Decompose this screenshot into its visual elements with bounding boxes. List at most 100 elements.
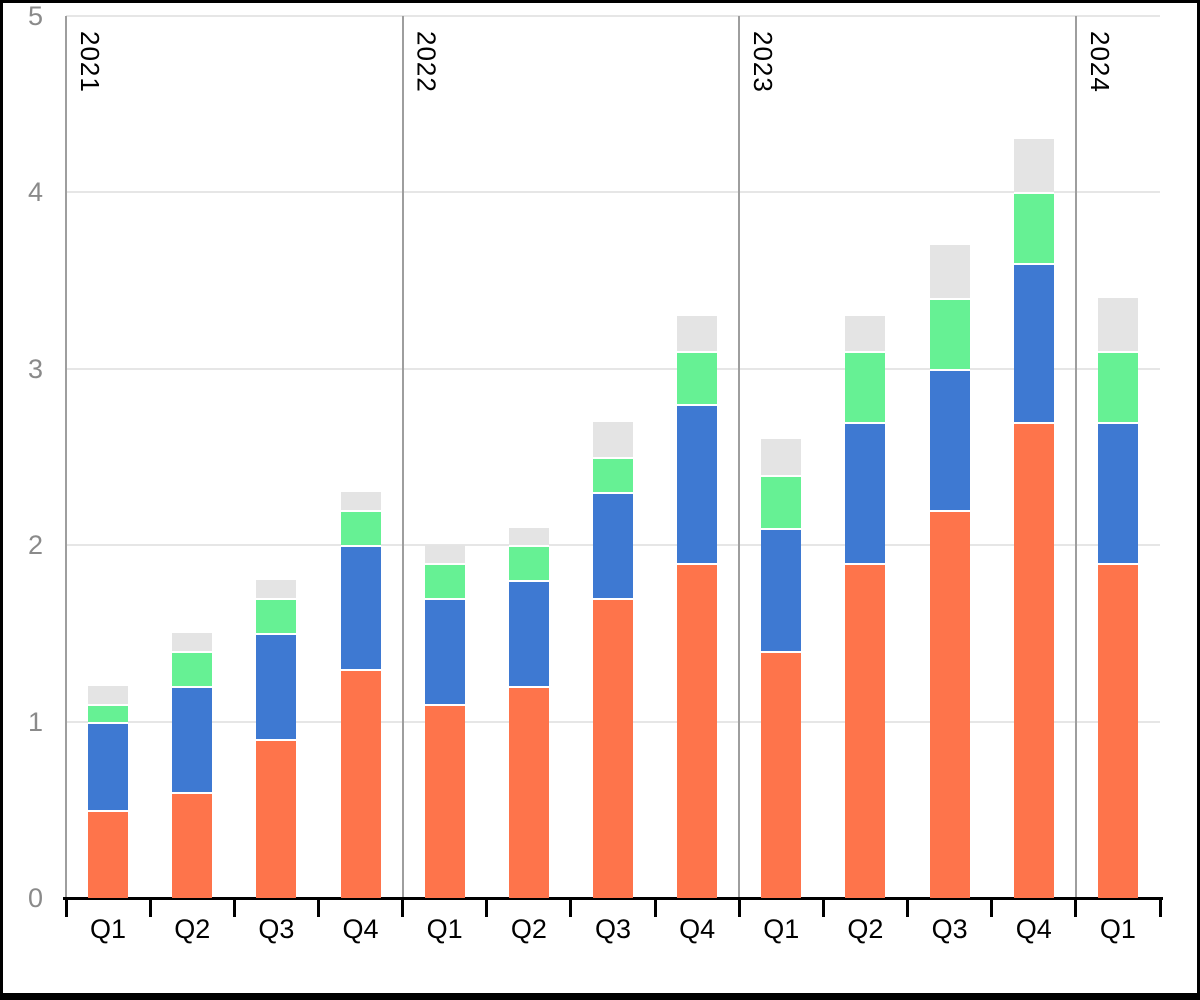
gridline-y3	[66, 367, 1160, 370]
bar-segment-orange	[677, 564, 718, 898]
bar-segment-green	[761, 476, 802, 528]
bar-segment-blue	[929, 370, 970, 510]
x-axis-quarter-label: Q2	[847, 914, 884, 944]
bar-segment-orange	[1097, 564, 1138, 898]
bar-stack-q1-4	[424, 545, 465, 898]
bar-segment-green	[845, 353, 886, 422]
bar-segment-gray	[88, 686, 129, 704]
year-separator-line	[738, 16, 741, 898]
bar-segment-orange	[340, 670, 381, 898]
bar-segment-green	[508, 547, 549, 581]
bar-segment-orange	[845, 564, 886, 898]
x-axis-tick	[569, 897, 573, 917]
bar-stack-q4-3	[340, 492, 381, 898]
bar-stack-q2-5	[508, 527, 549, 898]
x-axis-quarter-label: Q2	[174, 914, 211, 944]
y-axis-tick-label: 2	[27, 530, 43, 561]
bar-segment-gray	[256, 580, 297, 599]
bar-segment-blue	[88, 723, 129, 810]
bar-segment-green	[1097, 353, 1138, 422]
bar-stack-q3-6	[593, 421, 633, 898]
x-axis-quarter-label: Q4	[1015, 914, 1052, 944]
x-axis-tick	[906, 897, 910, 917]
bar-segment-green	[929, 300, 970, 369]
x-axis-quarter-label: Q1	[1099, 914, 1136, 944]
bar-segment-blue	[761, 529, 802, 652]
x-axis-quarter-label: Q3	[258, 914, 295, 944]
bar-segment-blue	[424, 600, 465, 704]
bar-segment-gray	[340, 492, 381, 510]
bar-segment-green	[88, 705, 129, 722]
bar-segment-green	[256, 600, 297, 634]
bar-segment-orange	[593, 600, 633, 898]
x-axis-quarter-label: Q3	[594, 914, 631, 944]
bar-segment-gray	[172, 633, 213, 652]
bar-segment-green	[424, 564, 465, 599]
x-axis-tick	[485, 897, 489, 917]
y-axis-tick-label: 1	[27, 706, 43, 737]
bar-stack-q1-0	[88, 686, 129, 898]
year-label: 2022	[411, 31, 442, 93]
x-axis-quarter-label: Q1	[90, 914, 127, 944]
gridline-y4	[66, 191, 1160, 194]
year-separator-line	[65, 16, 67, 898]
bar-segment-orange	[929, 511, 970, 898]
bar-stack-q4-7	[677, 315, 718, 898]
bar-stack-q1-12	[1097, 298, 1138, 898]
bar-segment-gray	[929, 245, 970, 299]
bar-segment-orange	[424, 705, 465, 898]
bar-segment-gray	[845, 315, 886, 352]
bar-segment-blue	[172, 688, 213, 793]
bar-segment-blue	[677, 406, 718, 563]
x-axis-quarter-label: Q3	[931, 914, 968, 944]
x-axis-tick	[1074, 897, 1078, 917]
x-axis-tick	[990, 897, 994, 917]
bar-stack-q2-1	[172, 633, 213, 898]
bar-segment-green	[677, 353, 718, 405]
bar-segment-orange	[761, 653, 802, 898]
x-axis-quarter-label: Q2	[510, 914, 547, 944]
x-axis-line	[63, 897, 1163, 900]
bar-segment-gray	[761, 439, 802, 475]
x-axis-tick	[1158, 897, 1162, 917]
bar-segment-gray	[508, 527, 549, 546]
bar-segment-blue	[256, 635, 297, 740]
x-axis-tick	[653, 897, 657, 917]
x-axis-quarter-label: Q1	[426, 914, 463, 944]
bar-segment-orange	[1013, 423, 1054, 898]
bar-segment-blue	[1097, 423, 1138, 563]
bar-segment-blue	[340, 547, 381, 669]
gridline-y5	[66, 15, 1160, 17]
year-separator-line	[401, 16, 404, 898]
bar-segment-gray	[424, 545, 465, 563]
bar-segment-green	[340, 511, 381, 546]
bar-stack-q3-10	[929, 245, 970, 898]
year-separator-line	[1074, 16, 1077, 898]
x-axis-tick	[148, 897, 152, 917]
year-label: 2024	[1084, 31, 1115, 93]
bar-segment-blue	[845, 423, 886, 563]
y-axis-tick-label: 3	[27, 353, 43, 384]
bar-segment-orange	[172, 794, 213, 898]
bar-segment-blue	[593, 494, 633, 599]
y-axis-tick-label: 5	[27, 1, 43, 31]
bar-segment-orange	[508, 688, 549, 898]
x-axis-quarter-label: Q4	[679, 914, 716, 944]
bar-segment-gray	[1097, 298, 1138, 352]
bar-segment-gray	[677, 315, 718, 352]
bar-segment-orange	[256, 741, 297, 898]
bar-segment-gray	[1013, 139, 1054, 193]
bar-stack-q1-8	[761, 439, 802, 898]
x-axis-tick	[232, 897, 236, 917]
x-axis-tick	[821, 897, 825, 917]
x-axis-tick	[316, 897, 320, 917]
bar-segment-blue	[508, 582, 549, 687]
bar-segment-gray	[593, 421, 633, 457]
x-axis-tick	[401, 897, 405, 917]
bar-segment-blue	[1013, 264, 1054, 422]
x-axis-tick	[64, 897, 68, 917]
bar-segment-green	[172, 653, 213, 687]
x-axis-quarter-label: Q4	[342, 914, 379, 944]
y-axis-tick-label: 0	[27, 883, 43, 913]
